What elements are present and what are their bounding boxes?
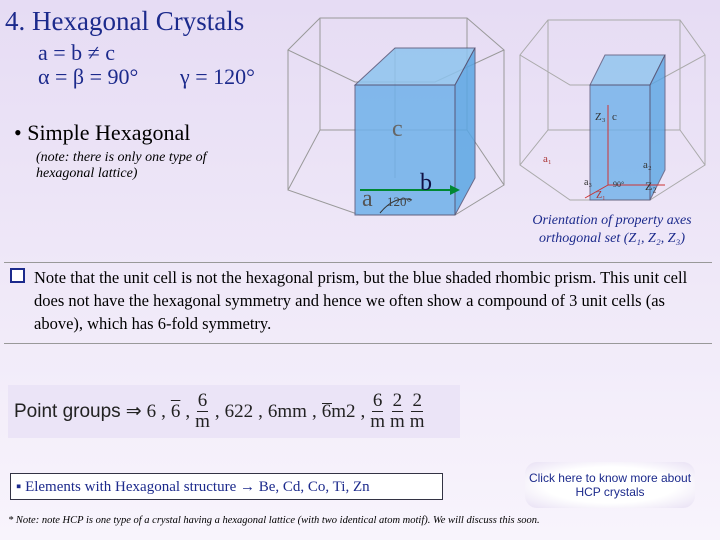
den: m <box>195 411 210 432</box>
num: 2 <box>391 390 404 412</box>
angle-label: 120° <box>387 194 412 209</box>
arrow: ⇒ <box>125 401 142 422</box>
den: m <box>390 411 405 432</box>
label-b: b <box>420 170 432 196</box>
angle: 90° <box>613 180 624 189</box>
bullet-note: (note: there is only one type of hexagon… <box>36 150 207 181</box>
c: c <box>612 111 617 123</box>
sep: , <box>311 400 317 422</box>
pg-label: Point groups <box>14 400 121 422</box>
label-a: a <box>362 186 373 212</box>
figures: c b a 120° Z₃ c a₁ a₂ a₃ Z₁ Z₂ 90° <box>287 17 706 216</box>
pg: 6 <box>170 400 181 422</box>
link-button[interactable]: Click here to know more about HCP crysta… <box>525 462 695 508</box>
sep: , <box>185 400 191 422</box>
sep: , <box>360 400 366 422</box>
lattice-lengths: a = b ≠ c <box>38 40 116 65</box>
z2: Z₂ <box>645 179 657 193</box>
bullet: • Simple Hexagonal <box>14 120 191 145</box>
num: 6 <box>196 390 209 412</box>
unit-cell-right <box>584 54 666 201</box>
bullet-text: Simple Hexagonal <box>27 120 191 145</box>
title: 4. Hexagonal Crystals <box>5 6 245 36</box>
caption: Orientation of property axes orthogonal … <box>532 213 692 246</box>
z1: Z₁ <box>596 190 606 201</box>
note-box <box>4 262 712 344</box>
a1: a₁ <box>543 153 552 165</box>
angles: α = β = 90° <box>38 64 139 89</box>
angle-gamma: γ = 120° <box>180 64 255 89</box>
pg: 6 <box>146 400 157 422</box>
den: m <box>370 411 386 432</box>
sep: , <box>258 400 263 422</box>
bullet-icon <box>10 268 25 283</box>
unit-cell-left <box>353 47 476 216</box>
z3: Z₃ <box>595 111 606 123</box>
den: m <box>409 411 425 432</box>
a2: a₂ <box>643 159 652 171</box>
sep: , <box>161 400 166 422</box>
note: Note that the unit cell is not the hexag… <box>34 268 688 333</box>
num: 2 <box>411 390 423 412</box>
pg: 6m2 <box>321 400 356 423</box>
sep: , <box>214 400 220 422</box>
footnote: * Note: note HCP is one type of a crysta… <box>8 515 540 526</box>
pg: 6mm <box>267 400 307 422</box>
pg: 622 <box>224 400 254 422</box>
elements: ▪ Elements with Hexagonal structure → Be… <box>10 473 443 500</box>
num: 6 <box>371 390 384 412</box>
a3: a₃ <box>584 177 592 188</box>
label-c: c <box>392 116 403 142</box>
